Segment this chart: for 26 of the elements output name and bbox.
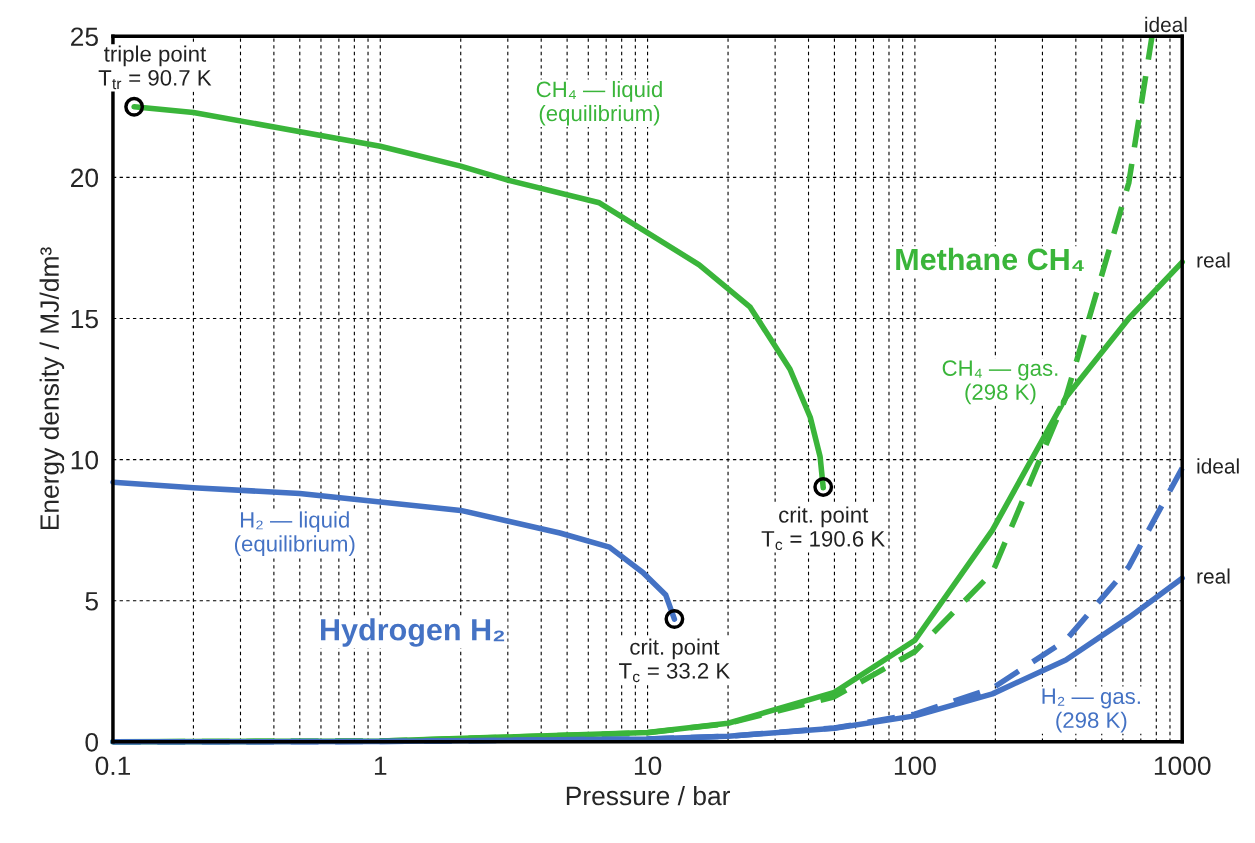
x-tick-label: 0.1 xyxy=(95,756,131,776)
annotation: crit. point T$_{c}$ = 190.6 K xyxy=(761,506,885,551)
annotation: CH₄ — gas. (298 K) xyxy=(942,360,1058,405)
annotation: Hydrogen H₂ xyxy=(321,618,505,647)
series-label: ideal xyxy=(1145,16,1187,33)
x-tick-label: 100 xyxy=(894,756,936,776)
y-tick-label: 15 xyxy=(71,309,98,329)
series-label: real xyxy=(1197,252,1230,268)
y-tick-label: 25 xyxy=(71,27,98,47)
y-tick-label: 10 xyxy=(71,450,99,470)
x-axis-title: Pressure / bar xyxy=(566,785,731,806)
annotation: Methane CH₄ xyxy=(896,247,1084,271)
series-label: real xyxy=(1197,568,1230,584)
annotation: CH₄ — liquid (equilibrium) xyxy=(536,80,662,126)
y-tick-label: 5 xyxy=(85,592,98,611)
annotation: H₂ — gas. (298 K) xyxy=(1042,688,1140,733)
x-tick-label: 10 xyxy=(634,756,662,776)
y-tick-label: 20 xyxy=(71,168,99,188)
annotation: H₂ — liquid (equilibrium) xyxy=(234,511,355,557)
annotation: triple point T$_{tr}$ = 90.7 K xyxy=(98,45,212,90)
series-label: ideal xyxy=(1197,458,1239,474)
y-axis-title: Energy density / MJ/dm³ xyxy=(39,247,65,530)
annotation: crit. point T$_{c}$ = 33.2 K xyxy=(619,638,730,683)
x-tick-label: 1000 xyxy=(1154,756,1211,776)
x-tick-label: 1 xyxy=(374,756,387,775)
y-tick-label: 0 xyxy=(85,732,99,752)
